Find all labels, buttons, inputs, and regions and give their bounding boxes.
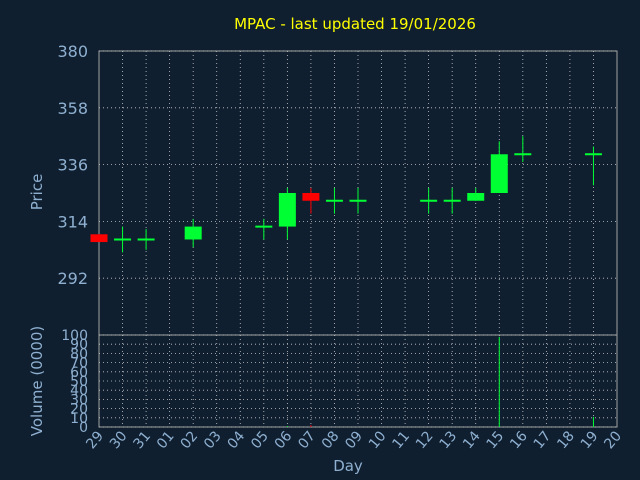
volume-tick-label: 90	[70, 337, 88, 353]
price-tick-label: 336	[57, 156, 88, 175]
x-tick-label: 15	[484, 428, 508, 452]
x-tick-label: 30	[107, 428, 131, 452]
volume-tick-label: 20	[70, 402, 88, 418]
volume-tick-label: 50	[70, 374, 88, 390]
x-tick-label: 13	[437, 428, 461, 452]
x-tick-label: 05	[248, 428, 272, 452]
x-tick-label: 07	[295, 428, 319, 452]
volume-tick-label: 80	[70, 346, 88, 362]
x-tick-label: 12	[413, 428, 437, 452]
x-tick-label: 11	[389, 428, 413, 452]
volume-axis-label: Volume (0000)	[28, 326, 46, 436]
x-tick-label: 14	[460, 428, 484, 452]
x-tick-label: 16	[507, 428, 531, 452]
x-tick-label: 20	[601, 428, 625, 452]
candle-body	[490, 154, 508, 193]
candle-body	[467, 193, 485, 201]
volume-tick-label: 30	[70, 392, 88, 408]
volume-tick-label: 100	[61, 328, 88, 344]
x-tick-label: 09	[342, 428, 366, 452]
x-tick-label: 10	[366, 428, 390, 452]
x-tick-label: 19	[578, 428, 602, 452]
volume-tick-label: 0	[79, 420, 88, 436]
x-tick-label: 08	[319, 428, 343, 452]
x-tick-label: 03	[201, 428, 225, 452]
chart-title: MPAC - last updated 19/01/2026	[234, 15, 476, 33]
x-tick-label: 02	[178, 428, 202, 452]
x-tick-label: 31	[130, 428, 154, 452]
x-tick-label: 06	[272, 428, 296, 452]
x-tick-label: 18	[554, 428, 578, 452]
price-tick-label: 380	[57, 42, 88, 61]
x-axis: 29 30 31 01 02 03 04 05 06 07 08 09 10 11 12 13 14 15 16 17…	[83, 428, 625, 452]
volume-tick-label: 60	[70, 365, 88, 381]
price-panel: 380 358 336 314 292	[57, 42, 618, 336]
candle-body	[278, 193, 296, 227]
volume-tick-label: 70	[70, 356, 88, 372]
volume-tick-label: 40	[70, 383, 88, 399]
price-tick-label: 292	[57, 269, 88, 288]
candle-body	[90, 234, 108, 243]
x-tick-label: 04	[225, 428, 249, 452]
price-tick-label: 314	[57, 212, 88, 231]
x-tick-label: 17	[531, 428, 555, 452]
price-axis-label: Price	[28, 174, 46, 211]
price-tick-label: 358	[57, 99, 88, 118]
volume-tick-label: 10	[70, 411, 88, 427]
candle-body	[184, 226, 202, 240]
x-axis-label: Day	[333, 457, 363, 475]
candle-body	[302, 193, 320, 201]
x-tick-label: 01	[154, 428, 178, 452]
